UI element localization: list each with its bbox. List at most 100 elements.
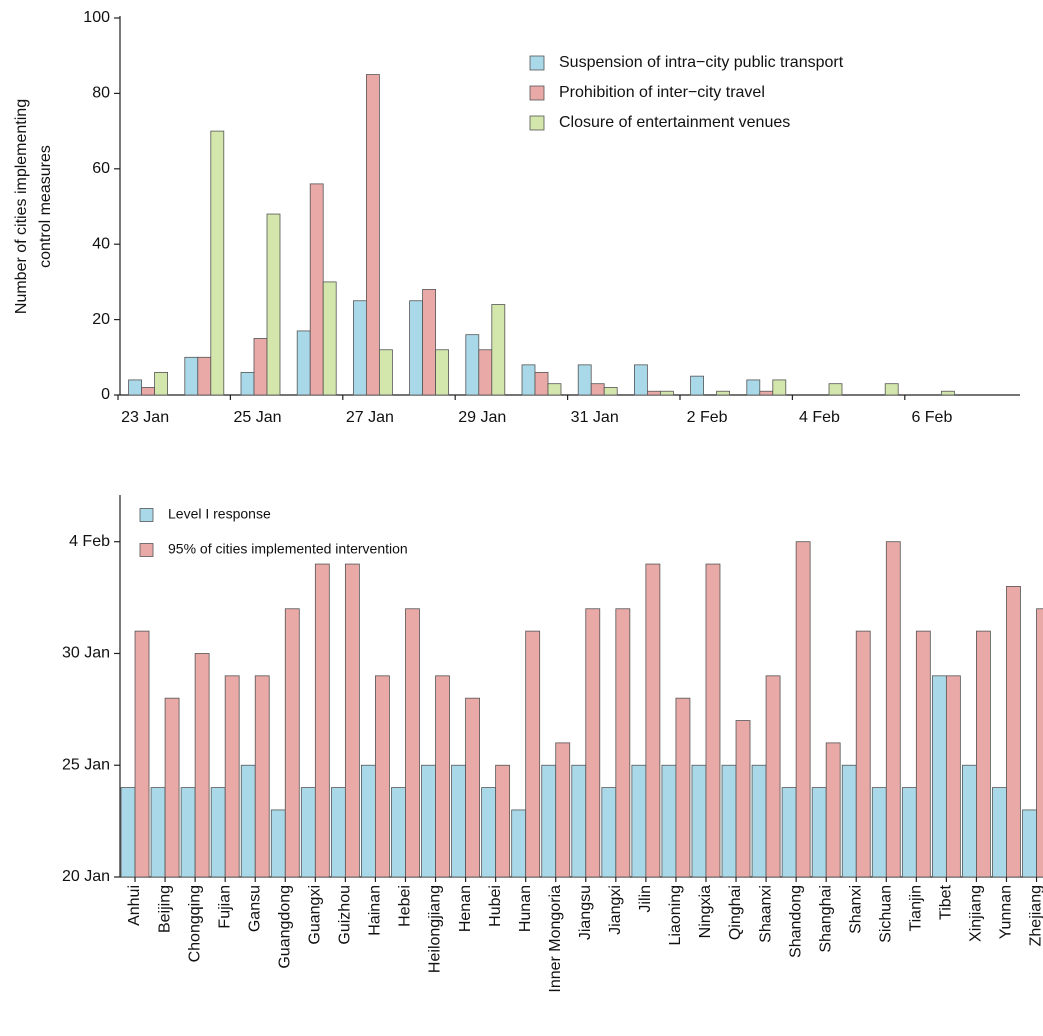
x-tick-label: Jiangxi	[607, 885, 624, 935]
x-tick-label: Henan	[457, 885, 474, 932]
bar	[691, 764, 707, 878]
x-tick-label: Tianjin	[908, 885, 925, 932]
x-tick-label: Sichuan	[877, 885, 894, 943]
x-tick-label: Yunnan	[998, 885, 1015, 939]
bar	[194, 653, 210, 878]
bar	[660, 390, 674, 396]
x-tick-label: Xinjiang	[968, 885, 985, 942]
x-tick-label: Ningxia	[697, 885, 714, 938]
bar	[391, 787, 406, 878]
legend-swatch	[529, 55, 545, 71]
x-tick-label: Hainan	[367, 885, 384, 936]
x-tick-label: 31 Jan	[571, 409, 619, 426]
bar	[422, 289, 437, 396]
legend-label: Suspension of intra−city public transpor…	[559, 54, 844, 71]
y-tick-label: 100	[83, 9, 110, 26]
x-tick-label: 23 Jan	[121, 409, 169, 426]
bar	[1006, 586, 1021, 878]
x-tick-label: 27 Jan	[346, 409, 394, 426]
bar	[541, 764, 557, 878]
legend-label: Prohibition of inter−city travel	[559, 84, 765, 101]
x-tick-label: 6 Feb	[911, 409, 952, 426]
bar	[378, 349, 393, 396]
x-tick-label: Hubei	[487, 885, 504, 927]
y-tick-label: 60	[92, 160, 110, 177]
x-tick-label: Guangdong	[276, 885, 293, 969]
x-tick-label: Guizhou	[337, 885, 354, 945]
bar	[825, 742, 841, 878]
bar	[962, 764, 977, 878]
x-tick-label: Tibet	[938, 884, 955, 920]
x-tick-label: Jilin	[637, 885, 654, 913]
bar	[571, 764, 587, 878]
y-axis-label: control measures	[37, 145, 54, 268]
bar	[735, 720, 751, 878]
bar	[435, 675, 450, 878]
bar	[765, 675, 781, 878]
x-tick-label: Gansu	[246, 885, 263, 932]
bar	[1036, 608, 1043, 878]
y-tick-label: 80	[92, 85, 110, 102]
bar	[296, 330, 311, 396]
bar	[705, 563, 721, 878]
x-tick-label: Shanxi	[847, 885, 864, 934]
bar	[585, 608, 601, 878]
bar	[547, 383, 562, 396]
bar	[491, 304, 506, 396]
bar	[811, 787, 827, 878]
bar	[601, 787, 617, 878]
bar	[210, 787, 226, 878]
bar	[154, 371, 169, 396]
bar	[885, 541, 901, 878]
x-tick-label: 4 Feb	[799, 409, 840, 426]
bar	[240, 764, 256, 878]
bar	[495, 764, 511, 878]
bar	[478, 349, 493, 396]
bar	[128, 379, 143, 396]
y-tick-label: 20 Jan	[62, 868, 110, 885]
bar	[555, 742, 571, 878]
bar	[901, 787, 917, 878]
bar	[647, 390, 661, 396]
x-tick-label: Heilongjiang	[427, 885, 444, 973]
bar	[361, 764, 376, 878]
bar	[841, 764, 857, 878]
bar	[690, 375, 704, 396]
bar	[871, 787, 887, 878]
bar	[976, 630, 991, 878]
bar	[746, 379, 761, 396]
bar	[590, 383, 605, 396]
bar	[759, 390, 774, 396]
bar	[180, 787, 196, 878]
bar	[615, 608, 631, 878]
y-axis-label: Number of cities implementing	[13, 99, 30, 314]
bar	[300, 787, 316, 878]
x-tick-label: Qinghai	[727, 885, 744, 940]
bar	[224, 675, 240, 878]
bar	[675, 697, 691, 878]
x-tick-label: Anhui	[126, 885, 143, 926]
x-tick-label: Inner Mongoria	[547, 885, 564, 993]
x-tick-label: Shanghai	[817, 885, 834, 953]
bar	[253, 338, 268, 396]
bar	[365, 74, 380, 396]
bar	[240, 371, 255, 396]
bar	[751, 764, 767, 878]
bar	[577, 364, 592, 396]
bar	[375, 675, 390, 878]
x-tick-label: Fujian	[216, 885, 233, 929]
legend-label: 95% of cities implemented intervention	[168, 541, 408, 557]
bar	[314, 563, 330, 878]
y-tick-label: 30 Jan	[62, 645, 110, 662]
bar	[405, 608, 420, 878]
bar	[150, 787, 166, 878]
bar	[661, 764, 677, 878]
x-tick-label: Zhejiang	[1028, 885, 1043, 946]
bar	[184, 356, 199, 396]
bar	[309, 183, 324, 396]
x-tick-label: Liaoning	[667, 885, 684, 946]
bar	[465, 334, 480, 396]
bar	[330, 787, 346, 878]
bar	[634, 364, 648, 396]
